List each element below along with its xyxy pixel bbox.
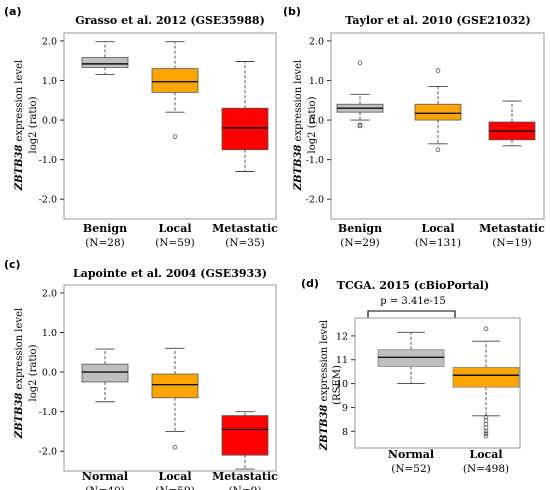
panel-a-ytick-label: 1.0 [42,76,57,87]
panel-d-category-normal: Normal [388,448,434,461]
panel-d-ytick-label: 9 [342,403,348,414]
panel-d-plot: 8 9 10 11 12 Normal (N=52) Local (N=498) [336,317,521,475]
panel-b-ylabel-text: expression level [293,60,304,145]
panel-b-ytick-label: 2.0 [309,36,324,47]
panel-d-outlier-local [483,431,489,436]
panel-d-n-local: (N=498) [463,463,509,475]
panel-a-box-benign [81,57,129,68]
panel-c-title: Lapointe et al. 2004 (GSE3933) [73,267,267,280]
panel-c-ytick-label: 1.0 [42,328,57,339]
panel-c-box-metastatic [221,415,269,456]
panel-d-box-normal [377,349,445,367]
panel-d-letter: (d) [301,277,319,290]
panel-d-outlier-local [483,433,489,439]
panel-c-ylabel-text: expression level [14,308,25,393]
panel-a-ylabel-gene: ZBTB38 [14,145,25,192]
panel-b-outlier-benign [357,60,363,65]
panel-a-ytick-label: 0.0 [42,116,57,127]
panel-b-category-benign: Benign [338,222,382,235]
panel-c-ytick-label: 0.0 [42,368,57,379]
panel-d-pvalue: p = 3.41e-15 [380,296,445,307]
panel-b-ytick-label: -2.0 [306,195,324,206]
panel-b-title: Taylor et al. 2010 (GSE21032) [345,14,531,27]
panel-c-category-local: Local [158,470,191,483]
panel-d-ytick-label: 8 [342,427,348,438]
panel-d-ytick-label: 12 [336,331,348,342]
panel-d-outlier-local [483,429,489,434]
panel-c-n-metastatic: (N=9) [229,485,262,490]
panel-a-ytick-label: -1.0 [39,155,57,166]
panel-b-category-metastatic: Metastatic [479,222,545,235]
panel-a-box-metastatic [221,107,269,151]
panel-b: (b) Taylor et al. 2010 (GSE21032) ZBTB38… [283,5,545,249]
panel-a-ylabel-text: expression level [14,60,25,145]
panel-a-title: Grasso et al. 2012 (GSE35988) [75,14,265,27]
panel-c-plot: -2.0 -1.0 0.0 1.0 2.0 Normal (N=40) Local (N=59)… [39,284,278,490]
panel-d-significance-bracket [367,310,456,318]
panel-a-ytick-label: 2.0 [42,36,57,47]
panel-d-ytick-label: 10 [336,379,348,390]
panel-a-category-local: Local [158,222,191,235]
panel-b-outlier-benign [357,123,363,129]
panel-c-category-metastatic: Metastatic [212,470,278,483]
panel-d-outlier-local [483,326,489,332]
panel-b-ylabel: ZBTB38 expression level [293,60,304,191]
panel-a-category-benign: Benign [83,222,127,235]
panel-a-outlier-local [172,134,178,139]
panel-b-category-local: Local [421,222,454,235]
panel-b-ylabel-unit: log2 (ratio) [307,96,318,153]
panel-d-box-local [452,366,520,388]
panel-b-letter: (b) [283,5,301,18]
panel-a-plot: -2.0 -1.0 0.0 1.0 2.0 Benign (N=28) Local (N=59)… [39,32,278,249]
panel-c-ytick-label: 2.0 [42,288,57,299]
panel-b-n-local: (N=131) [415,237,461,249]
panel-c-ylabel-unit: log2 (ratio) [28,344,39,401]
panel-a-n-metastatic: (N=35) [225,237,265,249]
panel-c-ytick-label: -1.0 [39,407,57,418]
panel-b-outlier-local [435,147,441,153]
panel-c-box-local [151,373,199,399]
panel-b-ytick-label: -1.0 [306,155,324,166]
panel-b-ytick-label: 0.0 [309,116,324,127]
panel-d-category-local: Local [469,448,502,461]
panel-b-ylabel-gene: ZBTB38 [293,145,304,192]
panel-b-plot: -2.0 -1.0 0.0 1.0 2.0 Benign (N=29) Local (N=131… [306,32,545,249]
panel-a-n-benign: (N=28) [85,237,125,249]
panel-c-ytick-label: -2.0 [39,447,57,458]
panel-b-n-benign: (N=29) [340,237,380,249]
panel-c-category-normal: Normal [82,470,128,483]
panel-b-n-metastatic: (N=19) [492,237,532,249]
panel-c-ylabel-gene: ZBTB38 [14,393,25,440]
panel-d-ylabel-text: expression level [319,320,330,405]
panel-c-n-local: (N=59) [155,485,195,490]
panel-c: (c) Lapointe et al. 2004 (GSE3933) ZBTB3… [4,258,278,490]
panel-a-letter: (a) [4,5,21,18]
panel-c-n-normal: (N=40) [85,485,125,490]
panel-a-category-metastatic: Metastatic [212,222,278,235]
panel-c-ylabel: ZBTB38 expression level [14,308,25,439]
panel-d-ylabel-unit: (RSEM) [332,365,343,405]
panel-a-box-local [151,68,199,93]
panel-a-ytick-label: -2.0 [39,195,57,206]
panel-d-ylabel-gene: ZBTB38 [319,405,330,452]
panel-d-ytick-label: 11 [336,355,348,366]
panel-d-ylabel: ZBTB38 expression level [319,320,330,451]
panel-d-title: TCGA. 2015 (cBioPortal) [337,279,489,292]
panel-b-ytick-label: 1.0 [309,76,324,87]
panel-d-n-normal: (N=52) [391,463,431,475]
panel-a-ylabel-unit: log2 (ratio) [28,96,39,153]
panel-b-box-local [414,103,462,121]
panel-c-letter: (c) [4,258,21,271]
panel-c-outlier-local [172,444,178,450]
panel-c-box-normal [81,363,129,383]
panel-d: (d) TCGA. 2015 (cBioPortal) ZBTB38 expre… [301,277,521,475]
panel-a-n-local: (N=59) [155,237,195,249]
panel-a: (a) Grasso et al. 2012 (GSE35988) ZBTB38… [4,5,278,249]
panel-a-ylabel: ZBTB38 expression level [14,60,25,191]
panel-b-outlier-local [435,68,441,73]
